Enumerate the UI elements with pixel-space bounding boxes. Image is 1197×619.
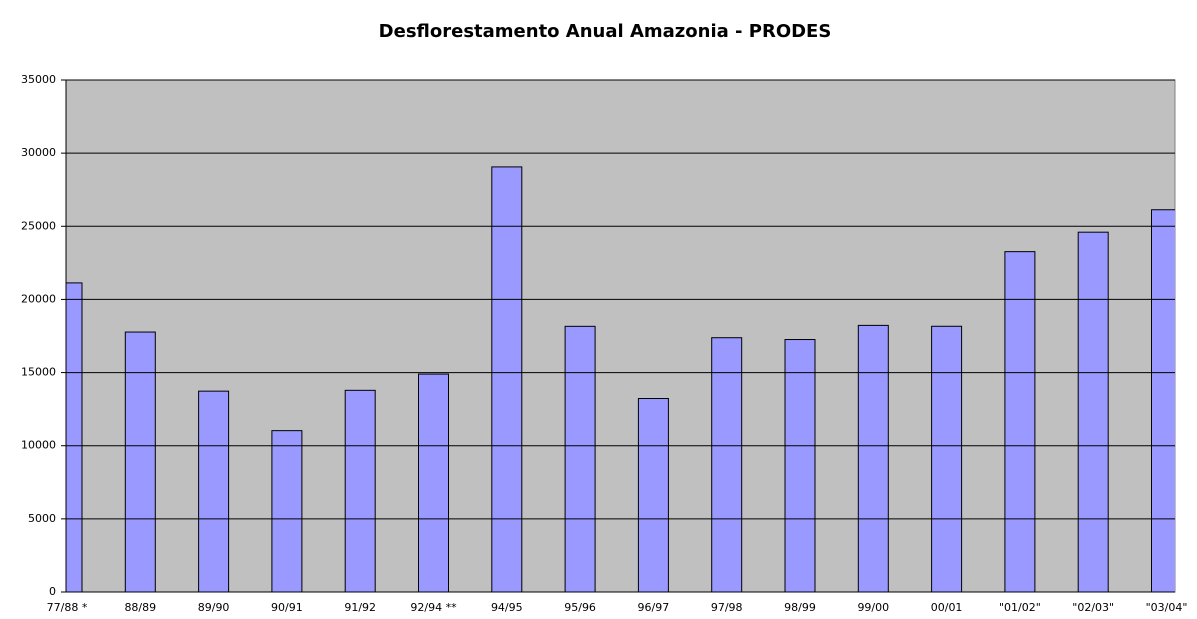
bar [344, 389, 376, 592]
y-tick-label: 5000 [28, 512, 56, 525]
bar [637, 398, 669, 592]
y-tick-label: 35000 [21, 73, 56, 86]
x-tick-label: "03/04" [1146, 601, 1188, 614]
x-tick-label: 89/90 [198, 601, 230, 614]
y-tick-label: 25000 [21, 219, 56, 232]
bar [784, 339, 816, 592]
x-tick-label: 99/00 [857, 601, 889, 614]
x-tick-label: 92/94 ** [410, 601, 457, 614]
bar [1004, 251, 1036, 592]
x-tick-label: "02/03" [1072, 601, 1114, 614]
bar [491, 166, 523, 592]
y-tick-label: 10000 [21, 439, 56, 452]
y-tick-label: 30000 [21, 146, 56, 159]
x-tick-label: 96/97 [638, 601, 670, 614]
y-tick-label: 15000 [21, 366, 56, 379]
x-tick-label: 98/99 [784, 601, 816, 614]
bar [1151, 209, 1175, 592]
plot-area [65, 79, 1176, 593]
x-tick-label: "01/02" [999, 601, 1041, 614]
x-tick-label: 88/89 [124, 601, 156, 614]
y-tick-label: 20000 [21, 292, 56, 305]
x-tick-label: 00/01 [931, 601, 963, 614]
x-tick-label: 97/98 [711, 601, 743, 614]
bar [271, 430, 303, 592]
bar [857, 324, 889, 592]
x-tick-label: 91/92 [344, 601, 376, 614]
x-tick-label: 77/88 * [47, 601, 88, 614]
bar [1077, 231, 1109, 592]
bar [564, 325, 596, 592]
bar [124, 331, 156, 592]
bar [198, 390, 230, 592]
chart-title: Desflorestamento Anual Amazonia - PRODES [379, 21, 832, 42]
y-tick-label: 0 [49, 585, 56, 598]
x-tick-label: 95/96 [564, 601, 596, 614]
bar [66, 282, 83, 592]
bar [418, 373, 449, 592]
x-tick-label: 94/95 [491, 601, 523, 614]
bar [931, 325, 963, 592]
x-tick-label: 90/91 [271, 601, 303, 614]
bar [711, 337, 743, 592]
